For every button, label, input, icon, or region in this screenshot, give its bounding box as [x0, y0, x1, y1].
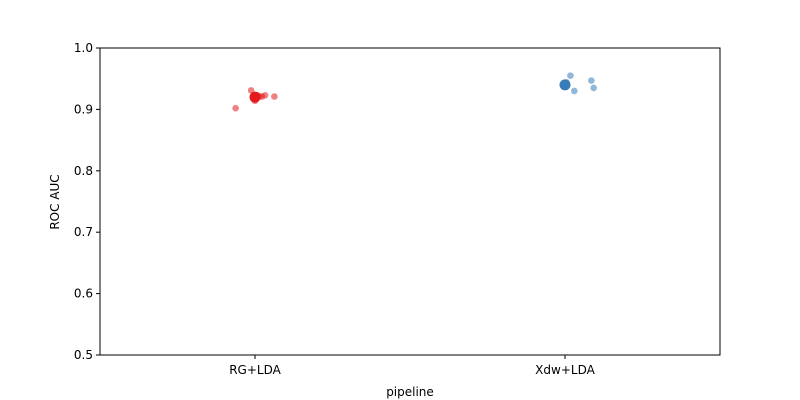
y-tick-label: 0.7 [74, 225, 93, 239]
y-axis-title: ROC AUC [48, 174, 62, 229]
x-tick-label: RG+LDA [229, 363, 281, 377]
data-point [247, 87, 255, 94]
x-tick-label: Xdw+LDA [535, 363, 595, 377]
y-tick-label: 0.9 [74, 102, 93, 116]
data-point [271, 93, 278, 100]
data-point [567, 72, 574, 79]
data-point [590, 84, 597, 92]
x-axis-title: pipeline [386, 385, 434, 399]
y-axis: 0.5 0.6 0.7 0.8 0.9 1.0 [74, 41, 100, 362]
mean-point [559, 79, 571, 91]
data-point [571, 87, 578, 95]
data-point [588, 77, 595, 84]
y-tick-label: 0.8 [74, 164, 93, 178]
plot-frame [99, 47, 721, 356]
y-tick-label: 1.0 [74, 41, 93, 55]
data-marks [232, 72, 597, 112]
data-point [232, 104, 239, 112]
x-axis: RG+LDA Xdw+LDA [229, 355, 596, 377]
data-point [261, 91, 269, 99]
mean-point [249, 91, 261, 103]
y-tick-label: 0.6 [74, 287, 93, 301]
y-tick-label: 0.5 [74, 348, 93, 362]
